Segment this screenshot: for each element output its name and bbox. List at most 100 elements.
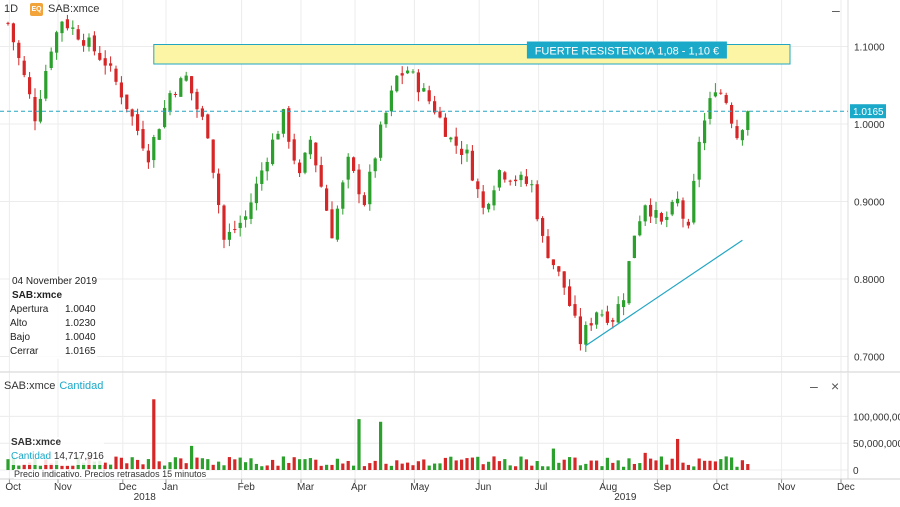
volume-close-icon[interactable]: × (831, 378, 840, 394)
volume-bar (157, 461, 161, 470)
volume-bar (746, 464, 750, 470)
candle-body (217, 173, 221, 206)
volume-bar (584, 463, 588, 470)
candle-body (362, 195, 366, 205)
candle-body (152, 137, 156, 161)
volume-bar (724, 456, 728, 470)
volume-bar (136, 459, 140, 470)
volume-bar (276, 465, 280, 470)
volume-tick-label: 100,000,000 (853, 412, 900, 423)
candle-body (260, 170, 264, 184)
volume-bar (287, 462, 291, 470)
volume-bar (406, 462, 410, 470)
volume-bar (568, 457, 572, 470)
volume-bar (125, 463, 129, 470)
symbol-title[interactable]: SAB:xmce (48, 3, 100, 15)
year-label: 2018 (134, 492, 157, 502)
legend-label: Cerrar (10, 346, 39, 357)
volume-bar (686, 464, 690, 470)
candle-body (60, 21, 64, 34)
candle-body (557, 266, 561, 272)
candle-body (454, 136, 458, 146)
month-tick-label: May (410, 482, 429, 493)
month-tick-label: Apr (351, 482, 367, 493)
volume-bar (395, 460, 399, 470)
candle-body (422, 88, 426, 92)
volume-bar (665, 464, 669, 470)
volume-bar (249, 458, 253, 470)
candle-body (325, 188, 329, 211)
volume-bar (476, 456, 480, 470)
volume-bar (211, 464, 215, 470)
volume-bar (22, 464, 26, 470)
volume-legend-symbol: SAB:xmce (11, 437, 62, 448)
interval-label[interactable]: 1D (4, 3, 19, 15)
candle-body (179, 78, 183, 97)
volume-bar (368, 463, 372, 470)
candle-body (730, 104, 734, 124)
candle-body (584, 324, 588, 345)
volume-bar (114, 456, 118, 470)
candle-body (157, 129, 161, 140)
volume-bar (719, 459, 723, 470)
volume-bar (519, 456, 523, 470)
volume-legend: SAB:xmce Cantidad 14,717,916 (11, 437, 104, 465)
month-tick-label: Dec (837, 482, 855, 493)
volume-bar (649, 458, 653, 470)
candle-body (71, 27, 75, 29)
volume-bar (627, 458, 631, 470)
candle-body (357, 169, 361, 195)
year-label: 2019 (614, 492, 637, 502)
candle-body (163, 107, 167, 128)
volume-bar (49, 463, 53, 470)
volume-bar (524, 459, 528, 470)
volume-series-label[interactable]: Cantidad (59, 380, 104, 392)
candle-body (249, 202, 253, 219)
volume-bar (740, 460, 744, 470)
candle-body (481, 191, 485, 208)
candle-body (49, 51, 53, 68)
volume-bar (271, 459, 275, 470)
volume-bar (735, 466, 739, 470)
volume-bar (643, 452, 647, 470)
candle-body (373, 158, 377, 172)
candle-body (38, 98, 42, 122)
candle-body (195, 91, 199, 110)
candle-body (17, 42, 21, 59)
volume-bar (141, 464, 145, 470)
candle-body (622, 300, 626, 308)
volume-bar (179, 458, 183, 470)
volume-bar (384, 463, 388, 470)
time-axis: Oct Nov Dec Jan Feb Mar Apr May Jun Jul Aug Sep Oct N… (0, 478, 900, 503)
volume-minimize-icon[interactable]: – (810, 378, 818, 394)
candle-body (724, 95, 728, 103)
candle-body (676, 198, 680, 204)
volume-legend-row: Cantidad 14,717,916 (11, 451, 104, 465)
minimize-icon[interactable]: – (832, 2, 840, 18)
last-price-value: 1.0165 (853, 107, 884, 118)
volume-bar (573, 457, 577, 470)
candle-body (659, 213, 663, 222)
candle-body (643, 205, 647, 222)
candle-body (238, 222, 242, 229)
candle-body (87, 37, 91, 47)
candle-body (125, 94, 129, 110)
volume-bar (303, 459, 307, 470)
volume-bar (38, 465, 42, 470)
candle-body (92, 35, 96, 52)
price-tick-label: 0.8000 (854, 275, 885, 286)
month-tick-label: Dec (119, 482, 137, 493)
volume-bar (206, 459, 210, 470)
legend-value: 1.0230 (65, 318, 96, 329)
candle-body (55, 32, 59, 53)
candle-body (670, 201, 674, 215)
candle-body (681, 200, 685, 219)
volume-bar (254, 463, 258, 470)
candle-body (519, 174, 523, 181)
last-price-line: 1.0165 (0, 104, 886, 119)
price-tick-label: 0.9000 (854, 198, 885, 209)
candle-body (11, 23, 15, 43)
candle-body (427, 90, 431, 102)
